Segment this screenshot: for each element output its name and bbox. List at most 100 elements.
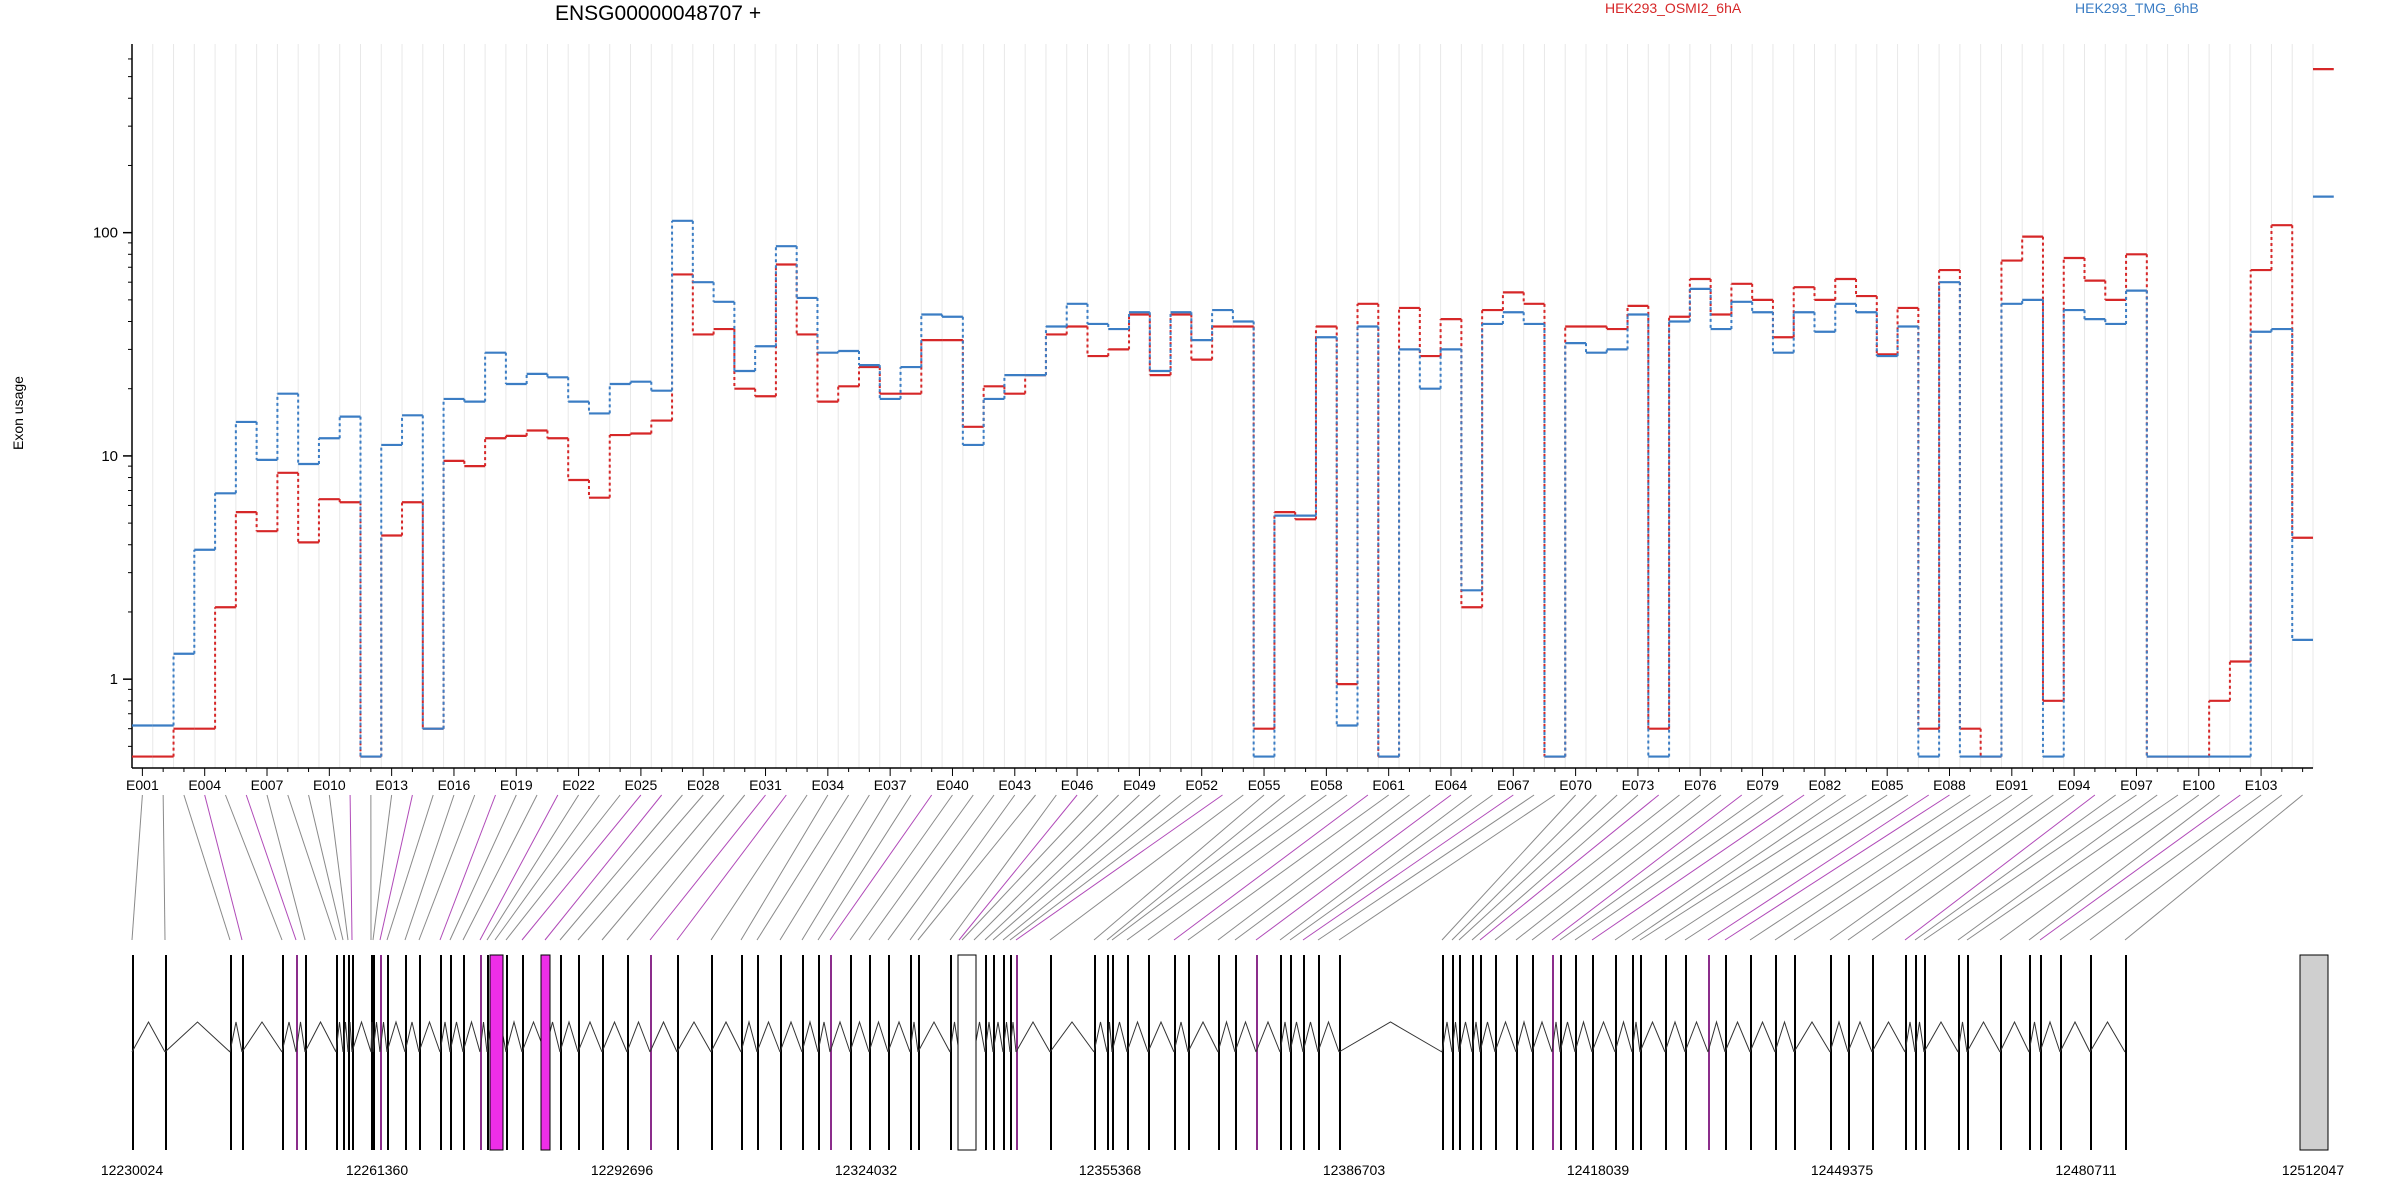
exon-link (1009, 794, 1203, 941)
intron (626, 1020, 651, 1053)
intron (1724, 1020, 1751, 1053)
exon-link (1614, 794, 1826, 941)
exon-block (1303, 955, 1305, 1150)
intron (370, 1021, 374, 1053)
exon-link (601, 794, 725, 941)
intron (1966, 1020, 2001, 1053)
exon-block (1452, 955, 1454, 1150)
intron (351, 1020, 372, 1053)
exon-block (711, 955, 713, 1150)
y-tick-label: 100 (93, 225, 118, 242)
exon-block (1615, 955, 1617, 1150)
exon-link (1317, 794, 1535, 941)
exon-link (505, 794, 621, 941)
exon-link (1749, 794, 1971, 941)
exon-link (676, 794, 787, 941)
intron (404, 1021, 420, 1053)
exon-link (204, 794, 243, 941)
exon-link (1957, 794, 2158, 941)
exon-block (1280, 955, 1282, 1150)
exon-block (1750, 955, 1752, 1150)
x-tick-label: E028 (687, 777, 720, 793)
exon-block (1339, 955, 1341, 1150)
intron (1147, 1020, 1175, 1053)
exon-block (1010, 955, 1012, 1150)
exon-link (521, 794, 642, 941)
exon-link (1187, 794, 1389, 941)
intron (1793, 1021, 1831, 1053)
series-1-connector (172, 225, 2294, 757)
exon-link (162, 794, 166, 941)
intron (372, 1021, 381, 1053)
intron (1904, 1021, 1916, 1053)
x-tick-label: E043 (998, 777, 1031, 793)
x-tick-label: E091 (1995, 777, 2028, 793)
exon-link (1458, 794, 1618, 941)
exon-link (626, 794, 746, 941)
exon-link (1441, 794, 1576, 941)
intron (1317, 1020, 1340, 1053)
exon-link (328, 794, 349, 941)
genomic-coordinate-label: 12261360 (346, 1162, 409, 1178)
exon-link (849, 794, 953, 941)
intron (2028, 1021, 2041, 1053)
exon-block (2090, 955, 2092, 1150)
exon-link (1724, 794, 1950, 941)
exon-link (801, 794, 891, 941)
intron (439, 1021, 451, 1053)
genomic-coordinate-label: 12292696 (591, 1162, 654, 1178)
exon-link (2028, 794, 2220, 941)
exon-block (850, 955, 852, 1150)
exon-block (677, 955, 679, 1150)
exon-block (1480, 955, 1482, 1150)
exon-link (183, 794, 231, 941)
exon-link (1002, 794, 1182, 941)
exon-link (1847, 794, 2054, 941)
exon-block (818, 955, 820, 1150)
exon-block (1127, 955, 1129, 1150)
genomic-coordinate-label: 12418039 (1567, 1162, 1630, 1178)
exon-link (1707, 794, 1930, 941)
exon-link (1217, 794, 1410, 941)
x-tick-label: E022 (562, 777, 595, 793)
intron (229, 1021, 243, 1053)
genomic-coordinate-label: 12355368 (1079, 1162, 1142, 1178)
intron (1338, 1021, 1443, 1053)
x-tick-label: E025 (625, 777, 658, 793)
exon-link (1559, 794, 1763, 941)
exon-link (245, 794, 297, 941)
exon-block-open (957, 954, 977, 1151)
exon-link (1639, 794, 1867, 941)
exon-block (1665, 955, 1667, 1150)
x-tick-label: E058 (1310, 777, 1343, 793)
exon-block (1094, 955, 1096, 1150)
exon-block (1016, 955, 1018, 1150)
exon-block (869, 955, 871, 1150)
intron (1494, 1020, 1517, 1053)
exon-link (1015, 794, 1223, 941)
intron (1631, 1021, 1641, 1053)
exon-link (868, 794, 974, 941)
exon-link (1914, 794, 2116, 941)
intron (1458, 1021, 1473, 1053)
exon-link (349, 794, 353, 941)
x-tick-label: E052 (1185, 777, 1218, 793)
exon-block (1472, 955, 1474, 1150)
x-tick-label: E046 (1061, 777, 1094, 793)
intron (1126, 1020, 1149, 1053)
highlighted-exon (489, 954, 504, 1151)
exon-link (1829, 794, 2033, 941)
legend-series-2: HEK293_TMG_6hB (2075, 0, 2199, 16)
intron (817, 1021, 831, 1053)
intron (1009, 1021, 1017, 1053)
exon-block (2029, 955, 2031, 1150)
x-tick-label: E049 (1123, 777, 1156, 793)
exon-block (1442, 955, 1444, 1150)
exon-block (352, 955, 354, 1150)
intron (1255, 1020, 1281, 1053)
exon-link (992, 794, 1161, 941)
exon-link (462, 794, 538, 941)
exon-block (602, 955, 604, 1150)
x-tick-label: E064 (1435, 777, 1468, 793)
exon-block (985, 955, 987, 1150)
